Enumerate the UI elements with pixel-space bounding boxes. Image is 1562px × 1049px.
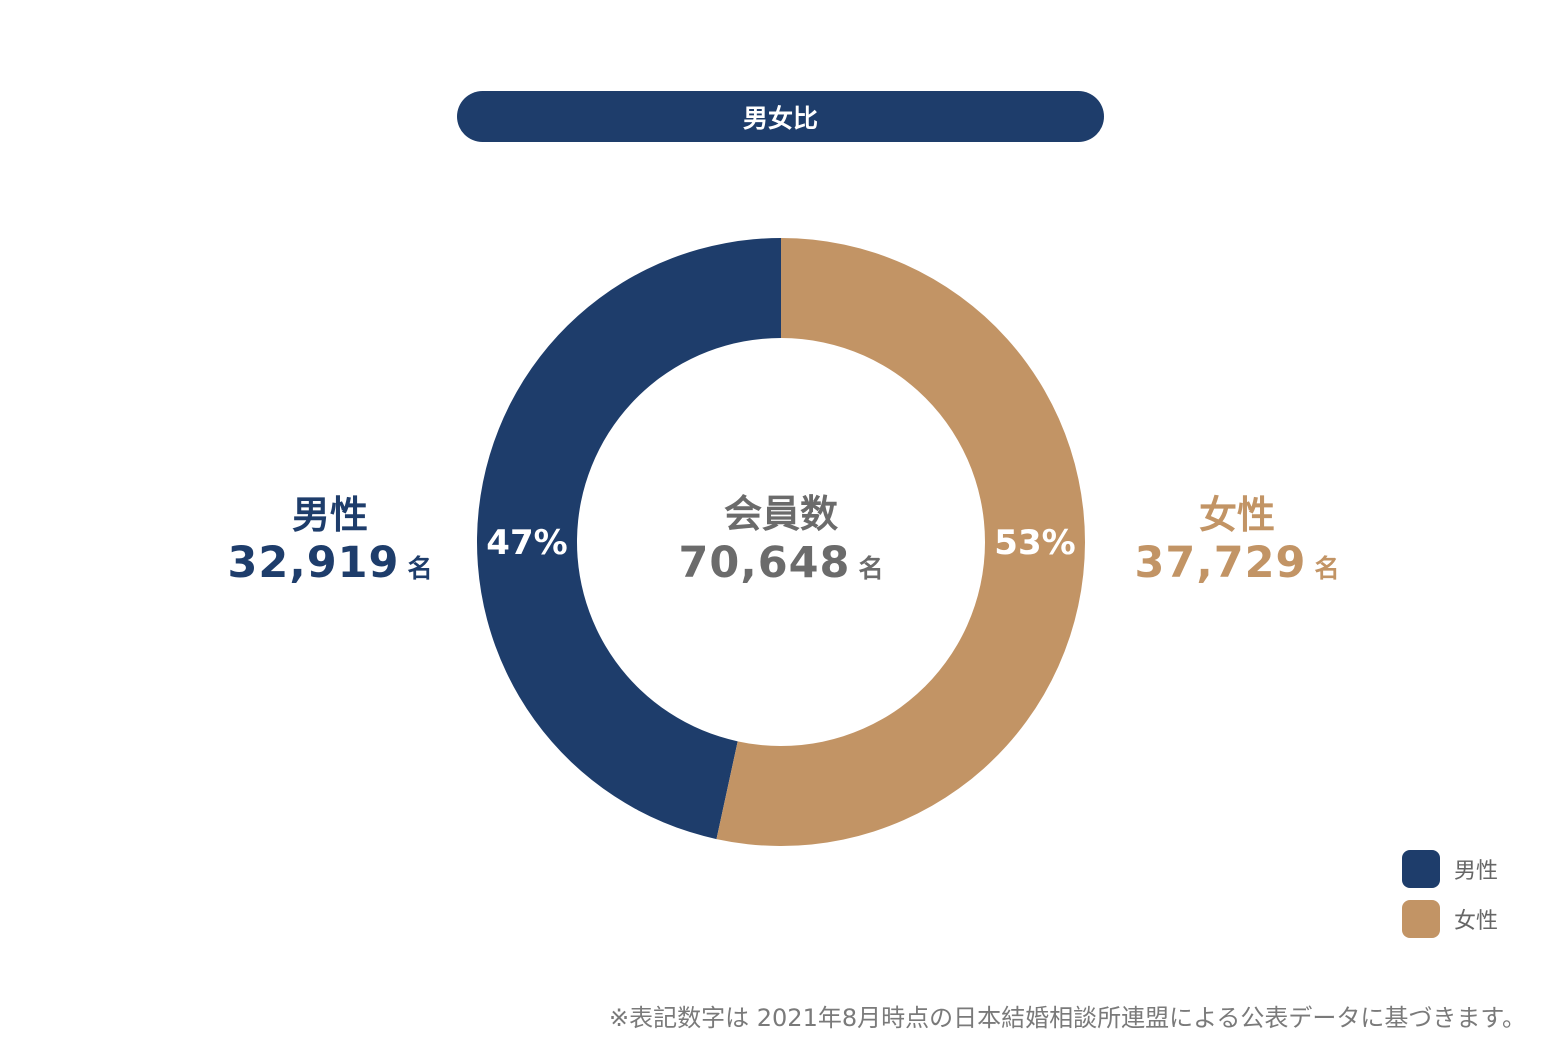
female-label: 女性 [1198,493,1275,537]
chart-title: 男女比 [457,91,1104,142]
legend-item-female: 女性 [1402,900,1498,938]
total-unit: 名 [858,554,884,583]
legend-label-female: 女性 [1454,909,1499,934]
female-count: 37,729 [1134,538,1307,588]
legend-swatch-male [1402,850,1440,888]
male-summary: 男性 32,919 名 [205,492,455,588]
legend-swatch-female [1402,900,1440,938]
male-unit: 名 [407,554,433,583]
legend-item-male: 男性 [1402,850,1498,888]
footnote: ※表記数字は 2021年8月時点の日本結婚相談所連盟による公表データに基づきます… [609,1004,1526,1032]
total-count: 70,648 [678,538,851,588]
total-label: 会員数 [723,492,838,536]
total-members: 会員数 70,648 名 [600,490,962,588]
male-label: 男性 [291,493,368,537]
slice-female [716,238,1085,846]
legend: 男性 女性 [1402,850,1498,950]
female-summary: 女性 37,729 名 [1112,492,1362,588]
male-count: 32,919 [227,538,400,588]
pct-label-female: 53% [994,523,1075,563]
slice-male [476,238,781,840]
legend-label-male: 男性 [1454,859,1499,884]
female-unit: 名 [1314,554,1340,583]
pct-label-male: 47% [486,523,567,563]
